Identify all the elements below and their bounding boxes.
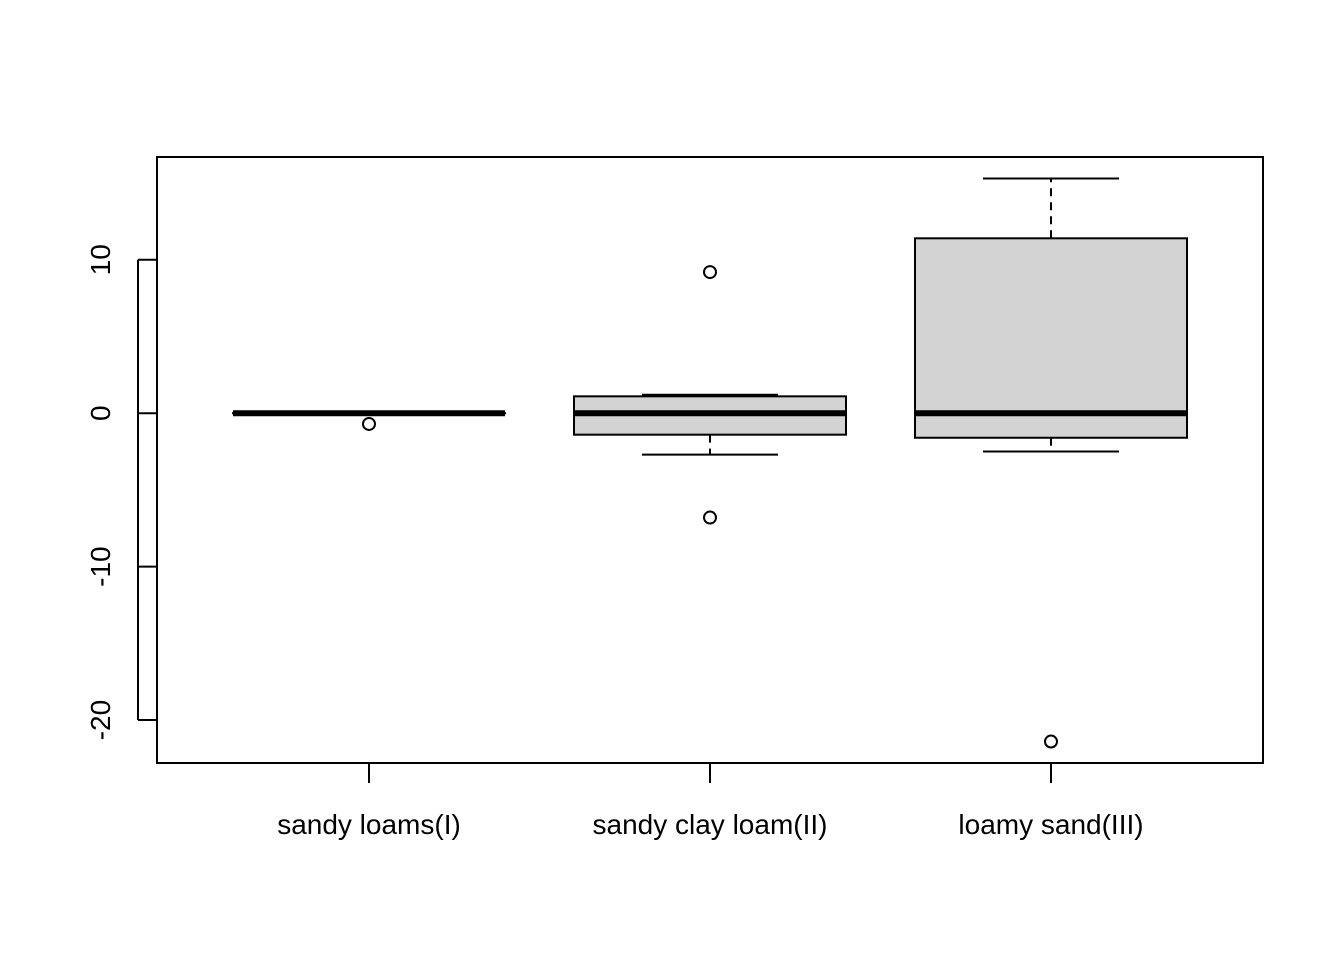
x-axis: sandy loams(I) sandy clay loam(II) loamy s…	[277, 762, 1144, 840]
outlier-point	[362, 416, 376, 431]
box-group	[573, 265, 847, 525]
outlier-point	[703, 265, 717, 280]
y-tick-label: -20	[85, 700, 116, 740]
y-axis: 10 0 -10 -20	[85, 244, 157, 740]
outlier-point	[703, 510, 717, 525]
y-tick-label: 10	[85, 244, 116, 275]
x-tick-label: sandy loams(I)	[277, 809, 461, 840]
box-iqr	[914, 237, 1188, 439]
outlier-point	[1044, 734, 1058, 749]
boxes	[232, 177, 1188, 749]
x-tick-label: loamy sand(III)	[958, 809, 1143, 840]
y-tick-label: -10	[85, 546, 116, 586]
y-tick-label: 0	[85, 405, 116, 421]
box-group	[914, 177, 1188, 749]
x-tick-label: sandy clay loam(II)	[593, 809, 828, 840]
box-group	[232, 410, 506, 431]
